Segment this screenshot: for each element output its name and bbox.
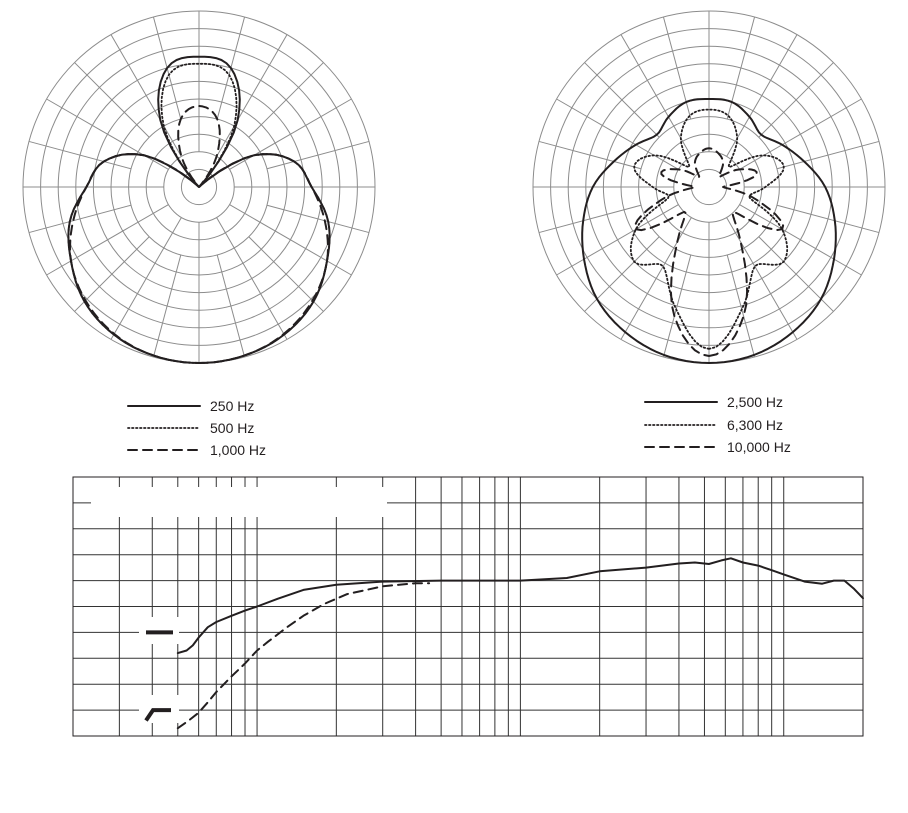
legend-label-500hz: 500 Hz — [210, 420, 254, 436]
polar-spoke — [726, 254, 756, 358]
polar-spoke — [726, 217, 798, 340]
polar-spoke — [266, 140, 370, 170]
polar-spoke — [584, 62, 660, 138]
polar-spoke — [46, 204, 169, 276]
polar-series-1000hzhz-curve — [69, 105, 329, 364]
polar-spoke — [266, 204, 370, 234]
polar-spoke — [584, 236, 660, 312]
polar-spoke — [620, 34, 692, 157]
polar-spoke — [152, 254, 182, 358]
polar-pattern-low-frequencies — [22, 10, 376, 364]
polar-spoke — [538, 204, 642, 234]
polar-spoke — [556, 98, 679, 170]
polar-spoke — [74, 62, 150, 138]
polar-spoke — [662, 254, 692, 358]
polar-spoke — [620, 217, 692, 340]
polar-spoke — [110, 34, 182, 157]
polar-spoke — [28, 140, 132, 170]
polar-spoke — [28, 204, 132, 234]
frequency-response-chart — [72, 476, 864, 737]
freq-plot-frame — [72, 476, 864, 737]
polar-spoke — [726, 34, 798, 157]
polar-spoke — [776, 204, 880, 234]
polar-spoke — [248, 62, 324, 138]
polar-spoke — [229, 98, 352, 170]
polar-spoke — [216, 254, 246, 358]
polar-spoke — [110, 217, 182, 340]
annotation-background — [91, 487, 387, 517]
legend-label-6300hz: 6,300 Hz — [727, 417, 783, 433]
response-curve-flat — [176, 557, 864, 655]
polar-spoke — [216, 217, 288, 340]
polar-spoke — [776, 140, 880, 170]
polar-pattern-high-frequencies — [532, 10, 886, 364]
lowcut-switch-symbol — [144, 708, 171, 722]
polar-spoke — [758, 62, 834, 138]
polar-series-10000hzhz-curve — [633, 147, 785, 357]
legend-label-10000hz: 10,000 Hz — [727, 439, 791, 455]
polar-spoke — [248, 236, 324, 312]
legend-high-frequencies: 2,500 Hz 6,300 Hz 10,000 Hz — [644, 394, 791, 455]
polar-spoke — [758, 236, 834, 312]
polar-spoke — [229, 204, 352, 276]
polar-spoke — [556, 204, 679, 276]
legend-label-250hz: 250 Hz — [210, 398, 254, 414]
polar-spoke — [216, 34, 288, 157]
polar-spoke — [74, 236, 150, 312]
polar-spoke — [739, 204, 862, 276]
legend-low-frequencies: 250 Hz 500 Hz 1,000 Hz — [127, 398, 266, 458]
polar-ring — [180, 168, 218, 206]
polar-ring — [690, 168, 728, 206]
polar-spoke — [739, 98, 862, 170]
response-curve-lowcut — [176, 582, 431, 730]
polar-spoke — [538, 140, 642, 170]
legend-label-2500hz: 2,500 Hz — [727, 394, 783, 410]
polar-series-2500hzhz-curve — [581, 98, 837, 364]
legend-label-1000hz: 1,000 Hz — [210, 442, 266, 458]
polar-spoke — [46, 98, 169, 170]
